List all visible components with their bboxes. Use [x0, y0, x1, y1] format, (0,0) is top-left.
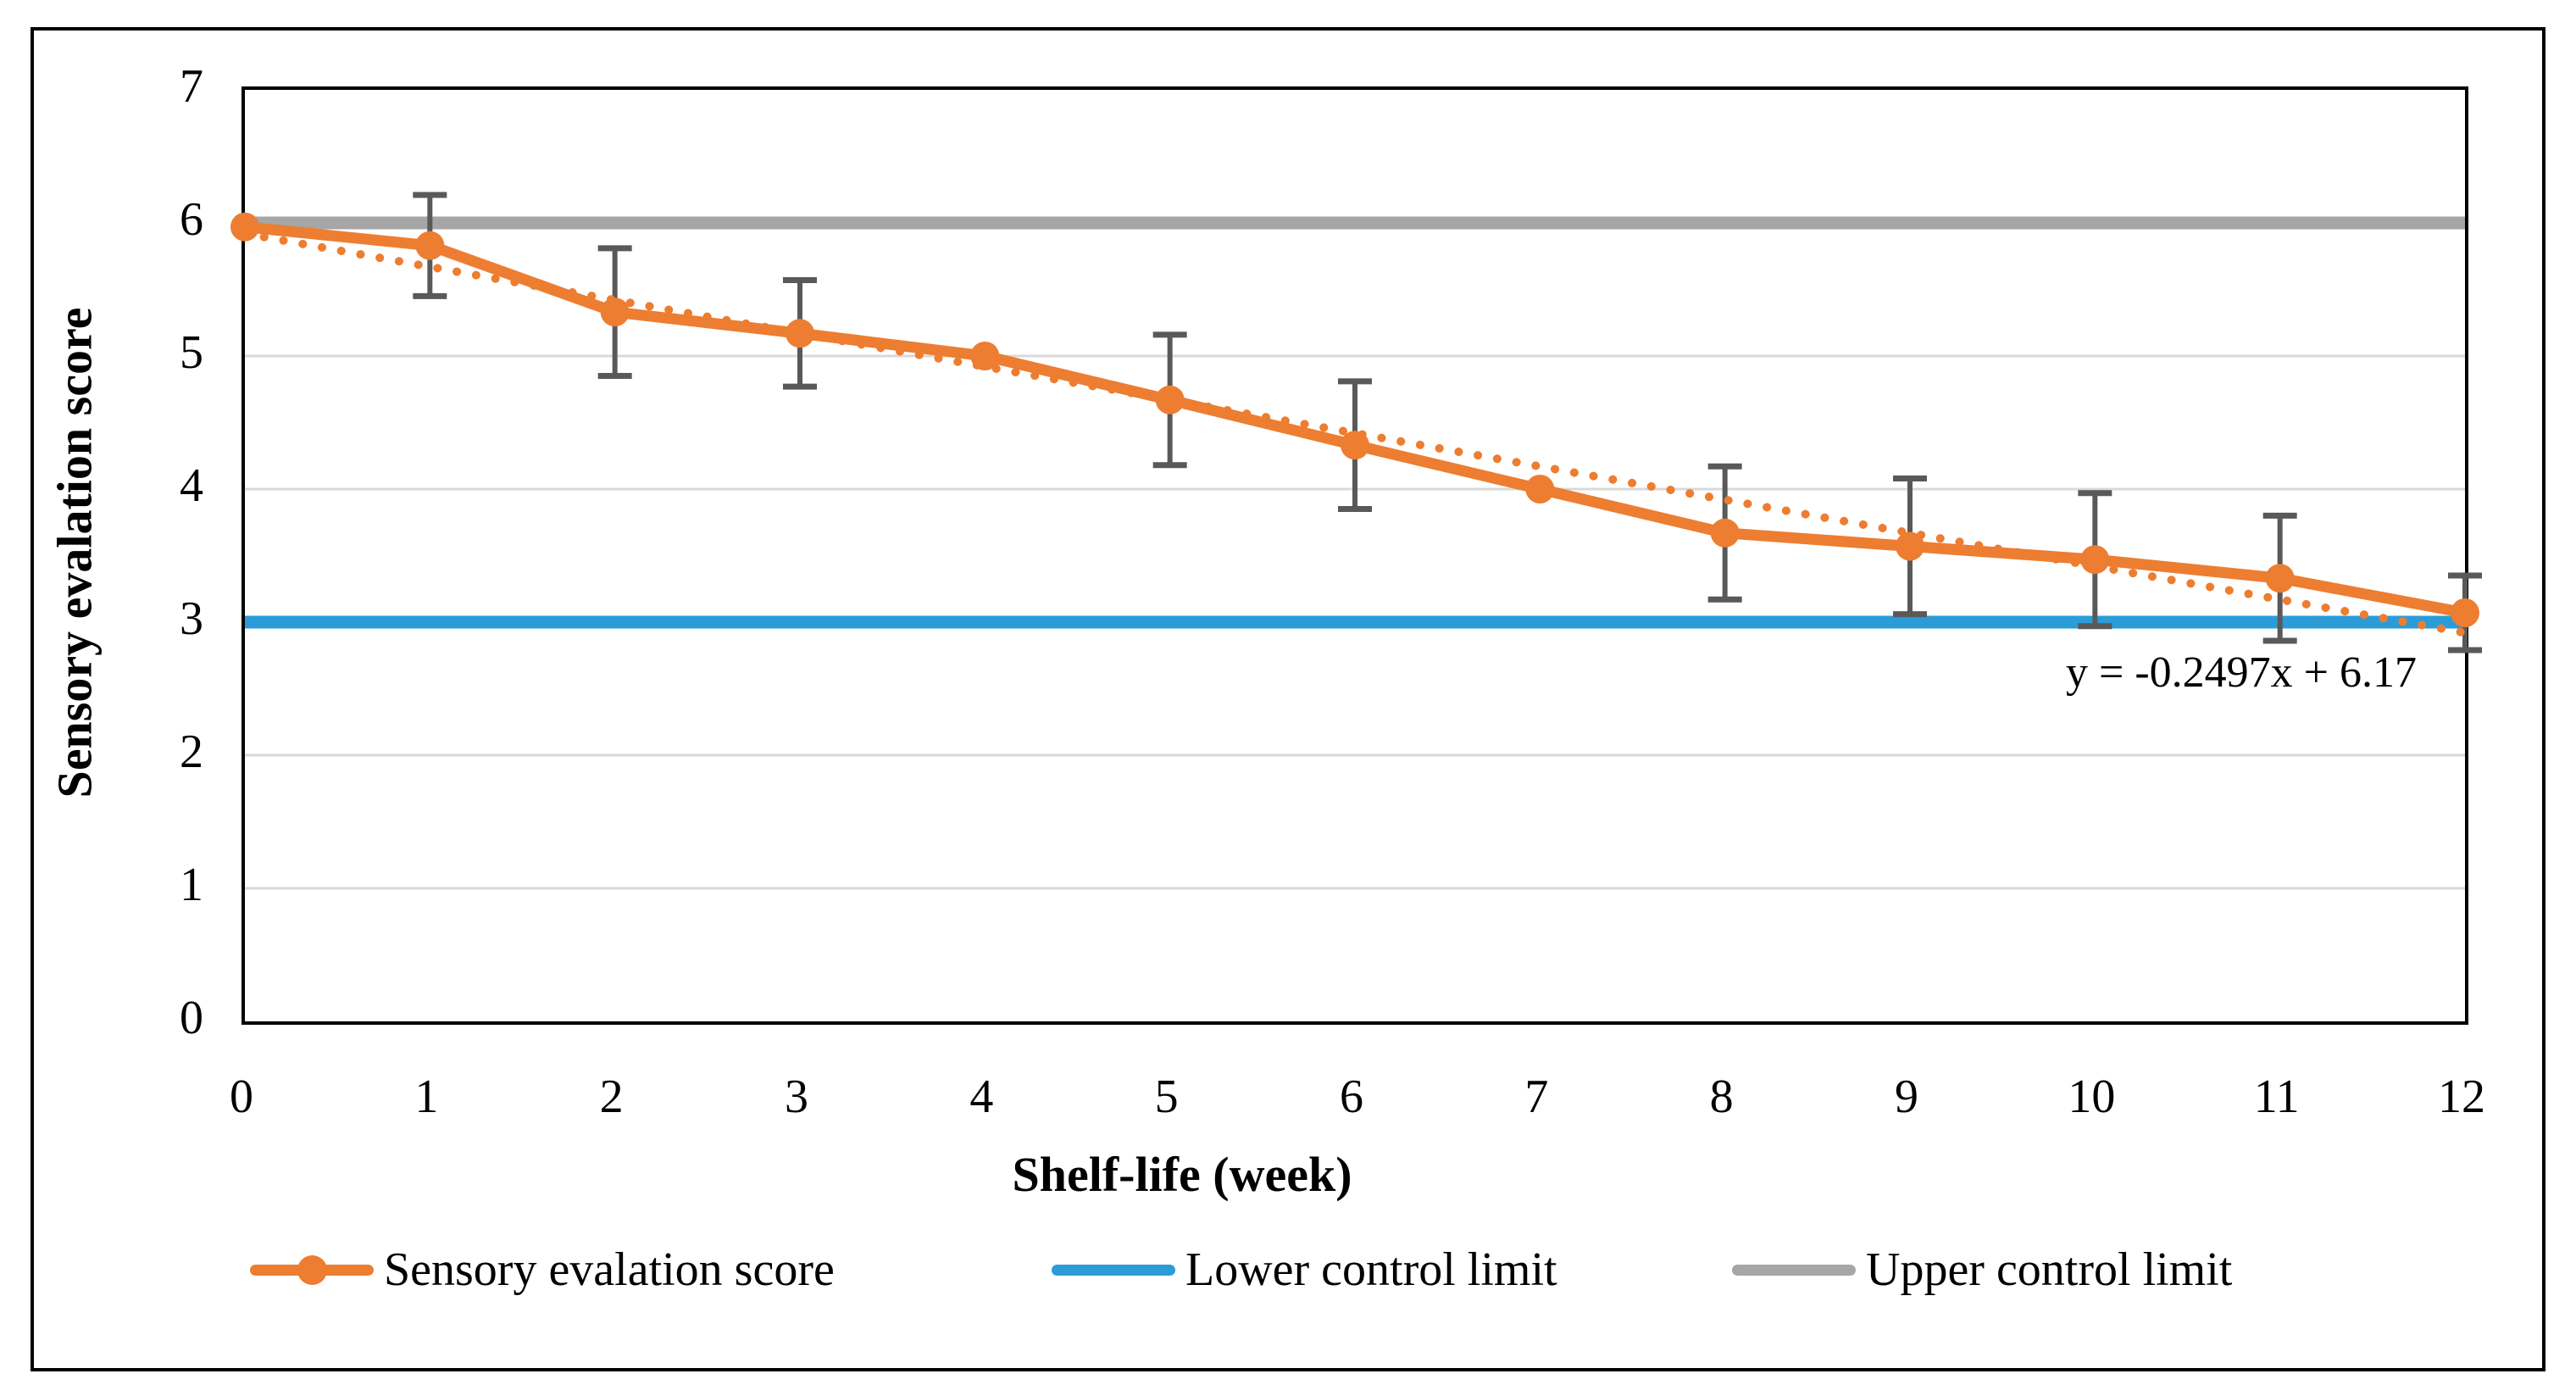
plot-area	[230, 86, 2482, 1025]
data-point-marker	[2451, 598, 2479, 628]
legend-label: Upper control limit	[1866, 1243, 2233, 1296]
data-point-marker	[600, 298, 630, 327]
x-tick-label: 2	[599, 1071, 624, 1123]
x-tick-label: 4	[969, 1071, 994, 1123]
y-tick-label: 2	[180, 726, 203, 778]
x-tick-label: 5	[1154, 1071, 1179, 1123]
legend-item: Sensory evalation score	[250, 1239, 835, 1300]
x-tick-label: 0	[230, 1071, 253, 1123]
y-axis-title: Sensory evalation score	[47, 307, 103, 798]
data-point-marker	[1525, 475, 1555, 503]
y-tick-label: 1	[180, 859, 203, 911]
y-tick-label: 4	[180, 459, 203, 512]
x-tick-label: 12	[2438, 1071, 2485, 1123]
data-point-marker	[415, 231, 445, 260]
x-axis-title: Shelf-life (week)	[1012, 1147, 1352, 1202]
x-tick-label: 7	[1524, 1071, 1549, 1123]
data-point-marker	[1896, 531, 1924, 561]
y-tick-label: 6	[180, 193, 203, 246]
x-tick-label: 11	[2253, 1071, 2300, 1123]
x-tick-label: 6	[1340, 1071, 1363, 1123]
y-tick-label: 3	[180, 592, 203, 645]
x-tick-label: 3	[785, 1071, 808, 1123]
data-point-marker	[1155, 385, 1185, 414]
legend-marker-dot	[297, 1255, 327, 1285]
legend-swatch-line	[1732, 1239, 1856, 1300]
data-point-marker	[1341, 431, 1369, 460]
legend-item: Upper control limit	[1732, 1239, 2232, 1300]
figure-border	[31, 27, 2545, 1371]
data-point-marker	[230, 212, 259, 242]
x-tick-label: 9	[1895, 1071, 1918, 1123]
data-point-marker	[970, 342, 1000, 370]
legend-swatch-line-marker	[250, 1239, 374, 1300]
data-point-marker	[786, 319, 814, 348]
data-point-marker	[2080, 545, 2110, 575]
y-tick-label: 5	[180, 326, 203, 379]
legend-swatch-line	[1052, 1239, 1175, 1300]
legend-line-sample	[1732, 1265, 1856, 1276]
legend-label: Sensory evalation score	[384, 1243, 835, 1296]
legend-label: Lower control limit	[1185, 1243, 1557, 1296]
trendline-equation: y = -0.2497x + 6.17	[2066, 648, 2417, 697]
data-point-marker	[1710, 518, 1740, 548]
chart-canvas	[230, 192, 2482, 890]
x-tick-label: 10	[2068, 1071, 2116, 1123]
y-tick-label: 7	[180, 60, 203, 113]
y-tick-label: 0	[180, 992, 203, 1044]
legend-line-sample	[1052, 1265, 1175, 1276]
x-tick-label: 8	[1709, 1071, 1734, 1123]
x-tick-label: 1	[414, 1071, 439, 1123]
data-point-marker	[2265, 564, 2295, 593]
legend-item: Lower control limit	[1052, 1239, 1557, 1300]
